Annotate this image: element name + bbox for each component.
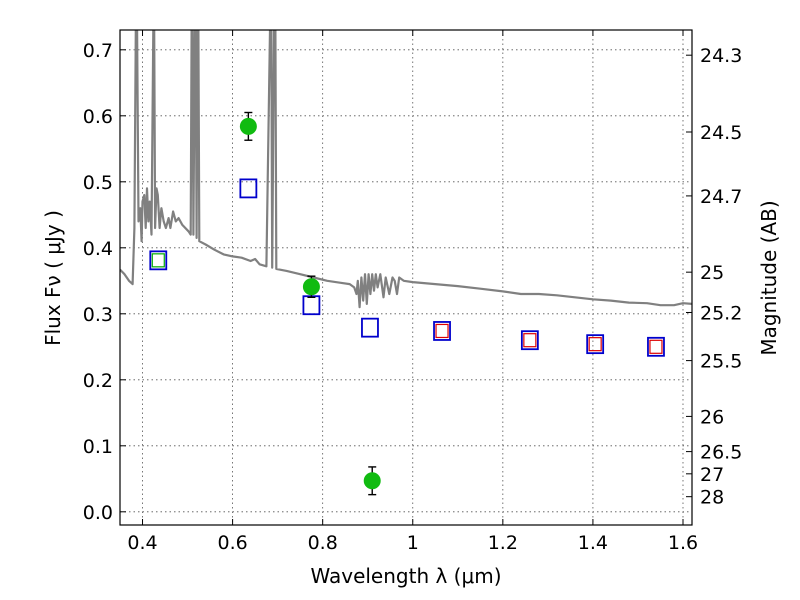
mag-tick-label: 24.7	[700, 186, 742, 208]
observed-point	[302, 278, 320, 296]
inner-marker	[435, 323, 449, 339]
marker-layer	[149, 111, 665, 496]
mag-tick-label: 26.5	[700, 442, 742, 464]
mag-tick-label: 24.5	[700, 122, 742, 144]
inner-marker	[649, 339, 663, 354]
y-axis-label-right: Magnitude (AB)	[757, 200, 781, 355]
y-tick-label: 0.5	[83, 172, 113, 194]
model-spectrum-line	[120, 30, 692, 309]
plot-frame	[119, 29, 693, 526]
mag-tick-label: 26	[700, 406, 724, 428]
y-tick-label: 0.7	[83, 40, 113, 62]
x-tick-label: 0.6	[217, 532, 247, 554]
y-axis-label-left: Flux Fν ( μJy )	[41, 210, 65, 346]
mag-tick-label: 27	[700, 464, 724, 486]
mag-tick-label: 24.3	[700, 45, 742, 67]
observed-point	[363, 472, 381, 490]
y-tick-label: 0.3	[83, 304, 113, 326]
y-tick-label: 0.4	[83, 238, 113, 260]
x-tick-label: 1.4	[578, 532, 608, 554]
model-photometry-marker	[302, 295, 321, 316]
model-photometry-marker	[433, 321, 451, 341]
x-tick-label: 0.4	[127, 532, 157, 554]
observed-point	[239, 117, 257, 135]
inner-marker	[523, 333, 537, 348]
model-photometry-marker	[149, 250, 168, 271]
x-tick-label: 1.6	[668, 532, 698, 554]
x-tick-label: 1	[407, 532, 419, 554]
mag-tick-label: 25.2	[700, 302, 742, 324]
grid	[120, 30, 692, 525]
model-photometry-marker	[361, 317, 379, 338]
model-photometry-marker	[647, 336, 665, 357]
y-tick-label: 0.0	[83, 502, 113, 524]
mag-tick-label: 28	[700, 487, 724, 509]
y-tick-label: 0.6	[83, 106, 113, 128]
inner-marker	[151, 253, 165, 268]
y-tick-label: 0.1	[83, 436, 113, 458]
model-photometry-marker	[520, 330, 539, 351]
ticks: 0.4 0.6 0.8 1 1.2 1.4 1.6 0.0 0.1 0.2 0.3 0.4 0.5 0.6…	[83, 30, 742, 554]
y-tick-label: 0.2	[83, 370, 113, 392]
model-photometry-marker	[586, 334, 605, 355]
x-tick-label: 0.8	[308, 532, 338, 554]
spectrum-layer	[120, 30, 692, 309]
mag-tick-label: 25.5	[700, 351, 742, 373]
x-axis-label: Wavelength λ (μm)	[310, 564, 501, 588]
model-photometry-marker	[239, 178, 258, 199]
inner-marker	[588, 337, 602, 352]
mag-tick-label: 25	[700, 262, 724, 284]
x-tick-label: 1.2	[488, 532, 518, 554]
